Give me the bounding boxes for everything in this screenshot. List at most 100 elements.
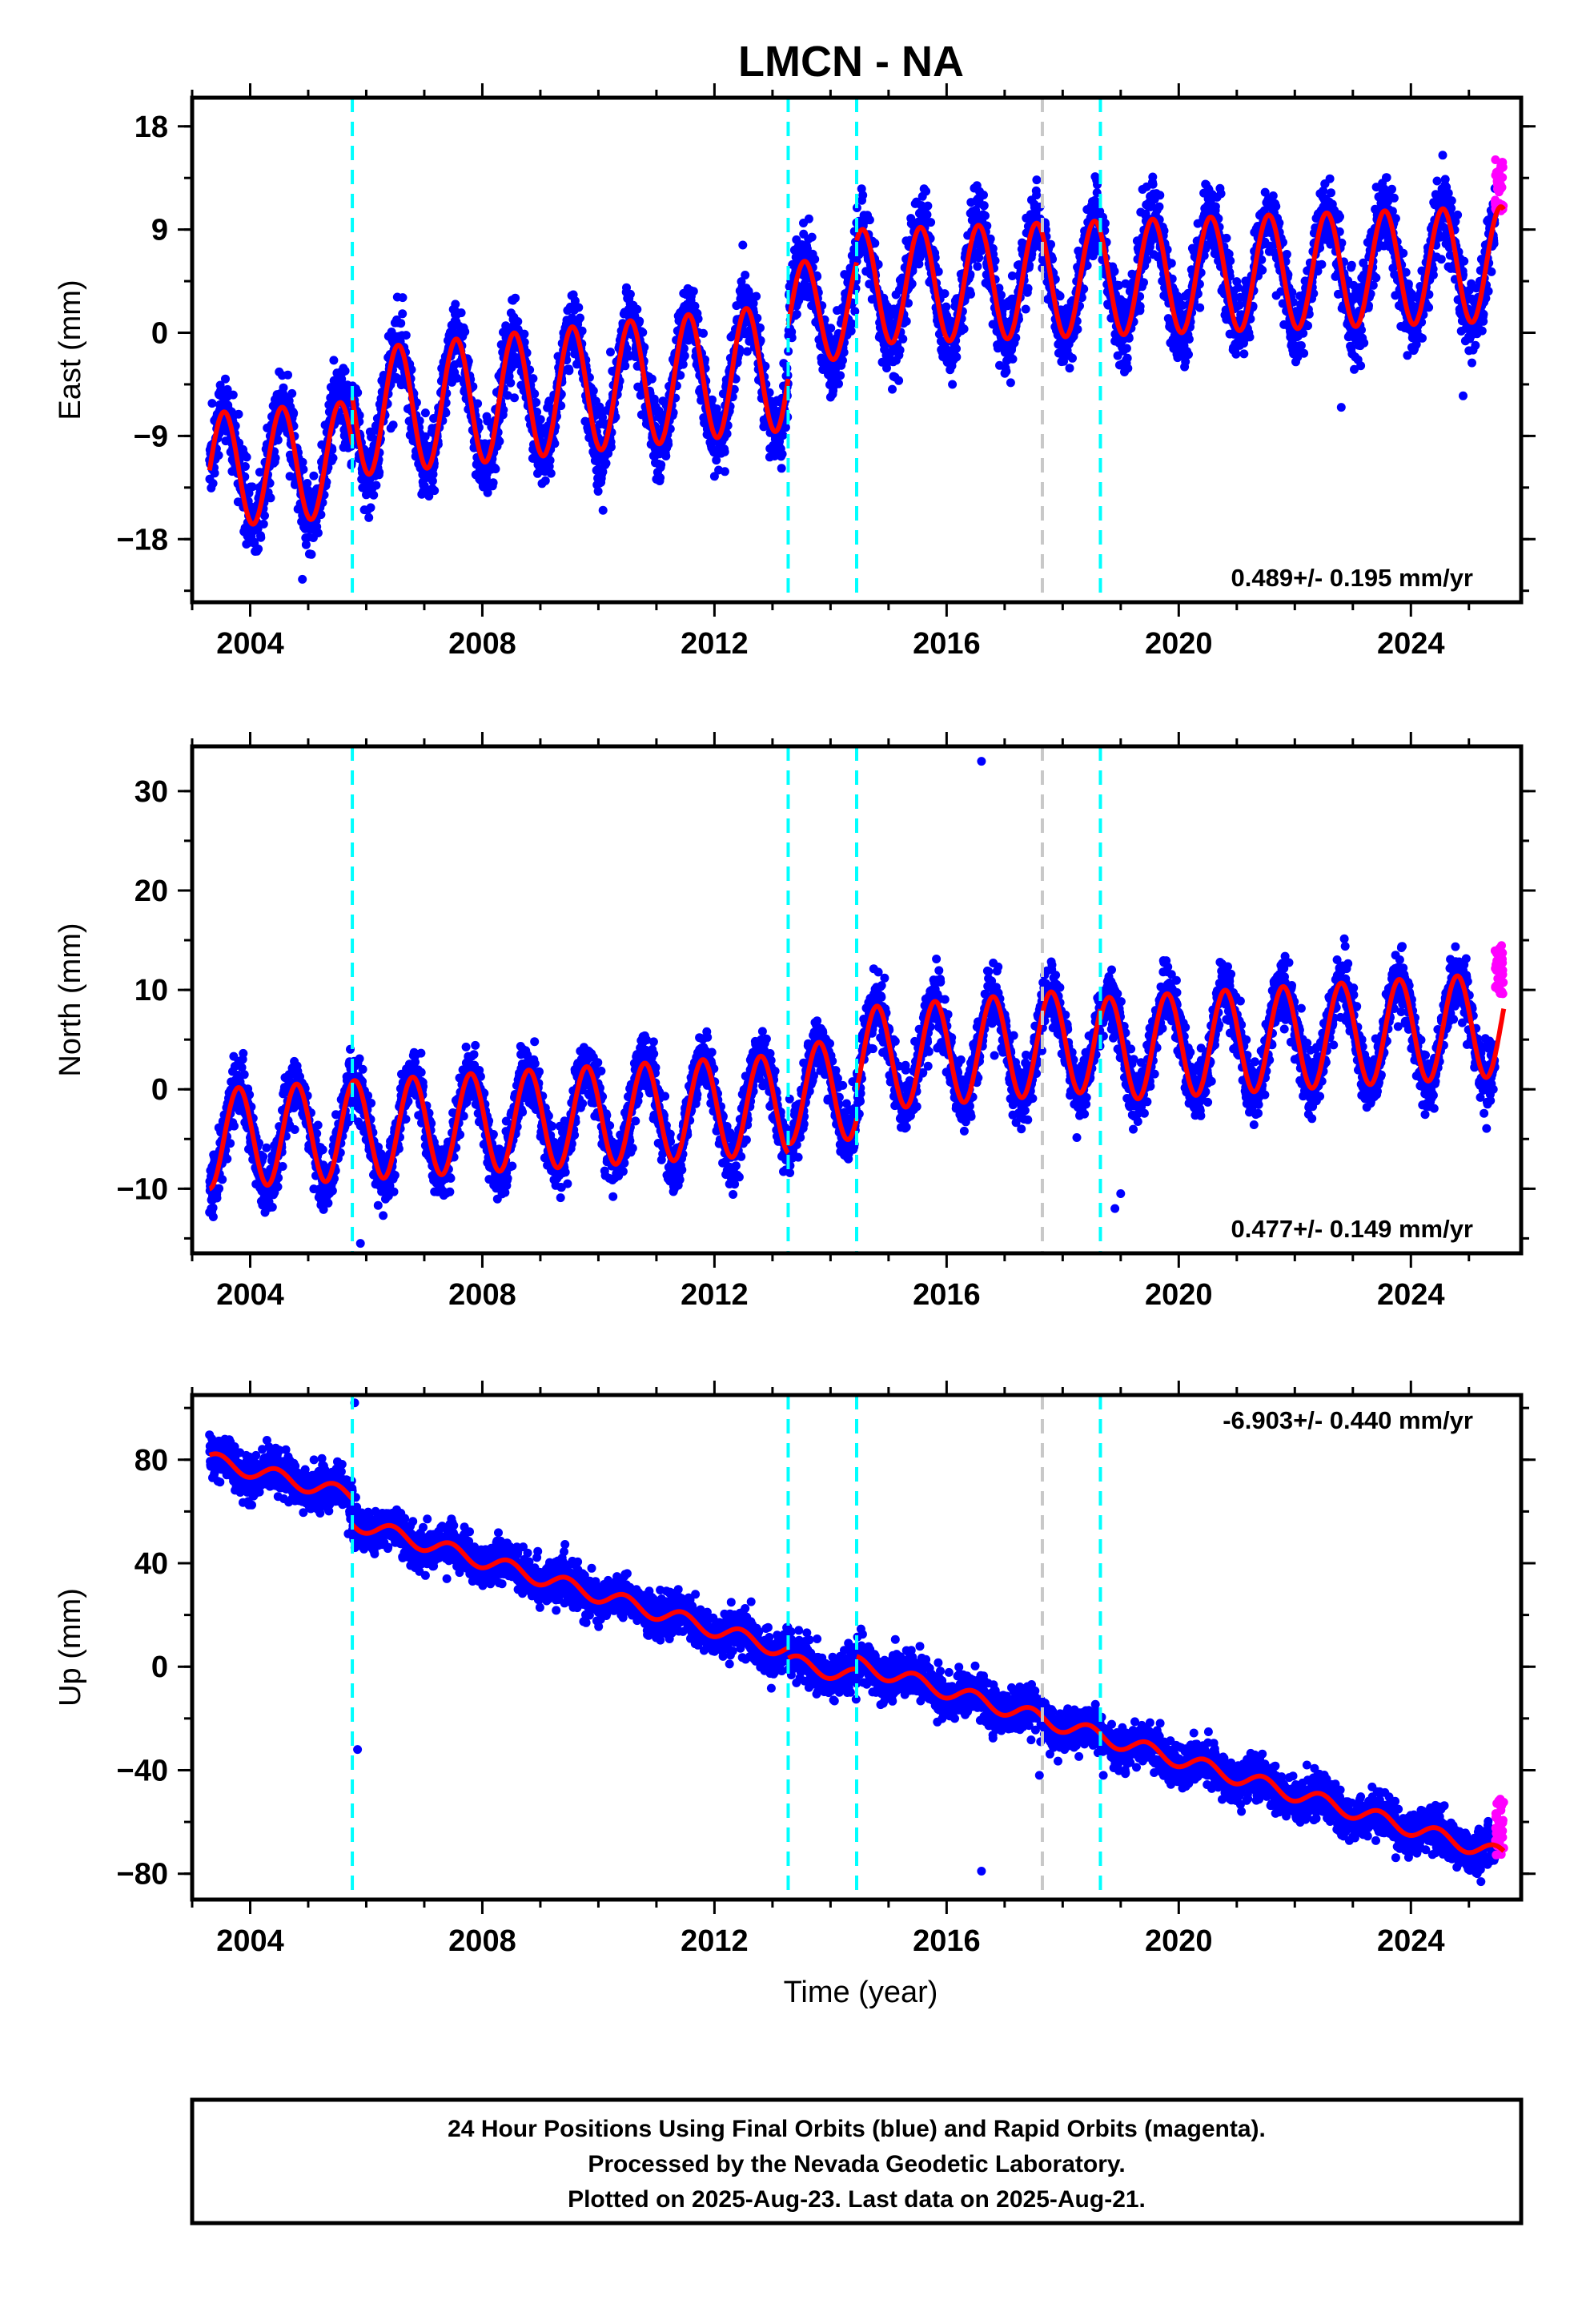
data-point (520, 329, 529, 339)
data-point (473, 399, 483, 408)
data-point (456, 308, 466, 318)
data-point (826, 324, 836, 333)
data-point (606, 442, 616, 452)
data-point (882, 364, 891, 373)
data-point (1235, 300, 1244, 310)
data-point (328, 453, 338, 463)
data-point (606, 348, 615, 357)
data-point (693, 314, 703, 324)
data-point (396, 319, 406, 328)
data-point (340, 366, 350, 376)
data-point (1007, 271, 1017, 280)
data-point (777, 449, 787, 459)
data-point (1079, 284, 1089, 294)
data-point (598, 412, 608, 422)
data-point (977, 246, 986, 255)
data-point (1359, 338, 1369, 348)
data-point (810, 255, 820, 264)
data-point (1184, 350, 1193, 360)
data-point (720, 447, 729, 456)
data-point (834, 379, 843, 388)
data-point (546, 468, 556, 478)
data-point (371, 480, 381, 490)
data-point (234, 409, 243, 419)
final-orbit-points-east (205, 151, 1500, 584)
data-point (1347, 260, 1356, 270)
data-point (329, 356, 339, 365)
data-point (922, 210, 932, 219)
data-point (1231, 349, 1241, 359)
data-point (934, 267, 943, 276)
data-point (228, 390, 238, 400)
data-point (574, 303, 584, 312)
data-point (836, 371, 845, 380)
data-point (1073, 324, 1082, 334)
data-point (625, 289, 635, 299)
data-point (1335, 212, 1344, 222)
data-point (254, 545, 263, 553)
data-point (1002, 367, 1011, 376)
data-point (1166, 259, 1176, 268)
data-point (401, 331, 411, 340)
data-point (761, 361, 770, 371)
data-point (997, 290, 1006, 300)
data-point (722, 429, 732, 439)
data-point (488, 478, 498, 488)
data-point (460, 327, 470, 336)
data-point (649, 394, 659, 404)
data-point (483, 488, 492, 497)
data-point (1184, 335, 1194, 344)
data-point (298, 457, 307, 467)
data-point (973, 262, 982, 271)
data-point (1239, 349, 1249, 359)
data-point (1068, 353, 1077, 363)
data-point (888, 384, 897, 394)
data-point (240, 462, 250, 471)
data-point (807, 232, 817, 242)
data-point (942, 302, 951, 312)
data-point (907, 279, 917, 288)
data-point (577, 326, 587, 336)
data-point (1148, 179, 1158, 189)
data-point (588, 386, 598, 396)
data-point (940, 289, 950, 299)
data-point (208, 479, 218, 489)
data-point (283, 370, 292, 380)
data-point (259, 519, 268, 529)
data-point (1032, 175, 1042, 185)
data-point (679, 344, 689, 353)
data-point (804, 214, 813, 223)
data-point (1123, 364, 1133, 373)
data-point (1055, 292, 1065, 301)
data-point (850, 307, 860, 316)
data-point (536, 415, 545, 424)
data-point (765, 388, 774, 397)
data-point (601, 459, 611, 468)
data-point (777, 464, 786, 473)
data-point (556, 401, 566, 411)
data-point (375, 468, 384, 477)
data-point (1195, 303, 1205, 312)
data-point (506, 378, 516, 388)
data-point (901, 316, 911, 326)
data-point (986, 234, 995, 243)
data-point (366, 503, 375, 513)
data-point (635, 316, 644, 326)
data-point (720, 467, 729, 476)
data-point (982, 221, 992, 231)
data-point (528, 374, 538, 384)
data-point (923, 201, 933, 211)
data-point (499, 405, 508, 415)
data-point (388, 420, 398, 430)
data-point (1114, 280, 1123, 290)
data-point (894, 376, 904, 385)
data-point (214, 451, 223, 460)
data-point (1011, 333, 1021, 343)
data-point (576, 313, 584, 323)
data-point (223, 384, 232, 394)
data-point (221, 374, 230, 384)
data-point (1309, 289, 1319, 298)
data-point (398, 309, 408, 319)
